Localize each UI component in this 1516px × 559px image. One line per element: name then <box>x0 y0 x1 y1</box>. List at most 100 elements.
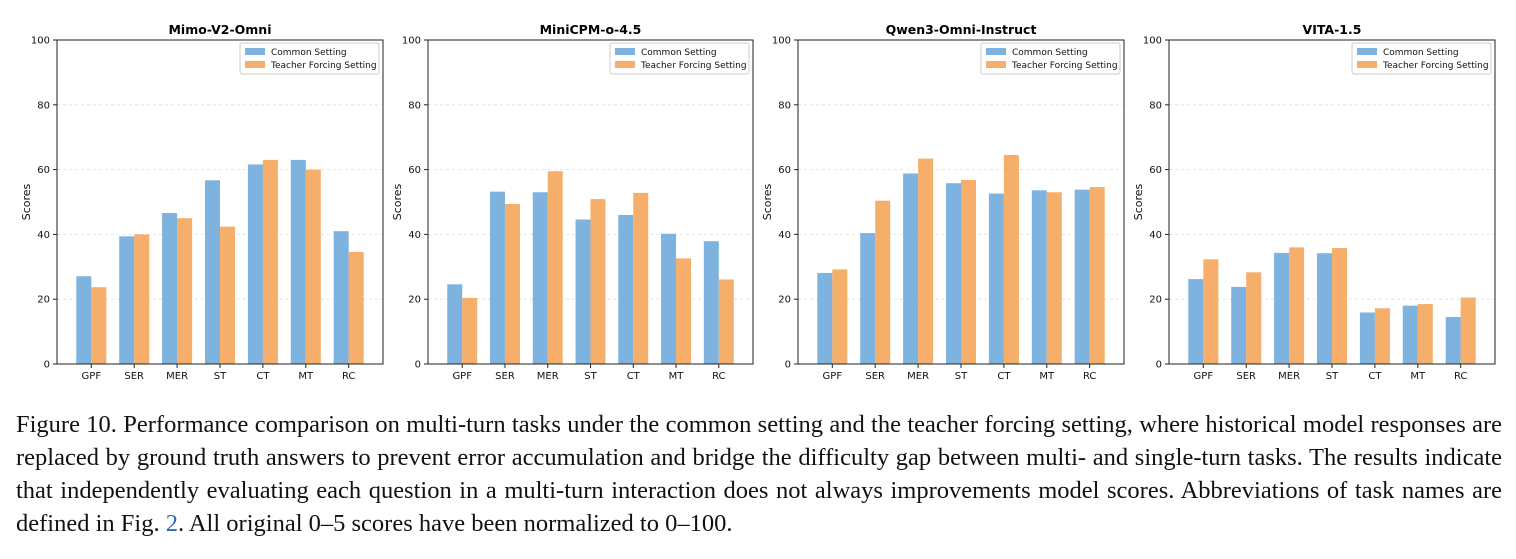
y-tick-label: 100 <box>31 36 50 47</box>
y-tick-label: 40 <box>37 230 50 241</box>
figure-reference-link[interactable]: 2 <box>165 510 178 537</box>
bar <box>590 199 606 364</box>
x-tick-label: MT <box>1410 371 1426 382</box>
bar <box>290 159 306 364</box>
bar <box>1031 190 1047 364</box>
y-tick-label: 100 <box>1143 36 1162 47</box>
y-tick-label: 20 <box>408 295 421 306</box>
bar <box>1003 155 1019 364</box>
y-tick-label: 60 <box>408 165 421 176</box>
y-tick-label: 100 <box>772 36 791 47</box>
legend-label: Teacher Forcing Setting <box>640 61 747 71</box>
y-tick-label: 20 <box>778 295 791 306</box>
bar <box>1274 252 1290 364</box>
x-tick-label: CT <box>1368 371 1382 382</box>
bar <box>76 276 92 364</box>
y-tick-label: 0 <box>1156 360 1162 371</box>
x-tick-label: ST <box>1326 371 1339 382</box>
legend-label: Teacher Forcing Setting <box>1382 61 1489 71</box>
bar <box>633 192 649 364</box>
y-tick-label: 80 <box>778 100 791 111</box>
legend-swatch <box>1357 48 1377 55</box>
x-tick-label: CT <box>627 371 641 382</box>
y-tick-label: 80 <box>1149 100 1162 111</box>
bar <box>220 226 236 364</box>
bar <box>247 164 263 364</box>
bar <box>676 258 691 364</box>
x-tick-label: CT <box>997 371 1011 382</box>
bar <box>504 203 520 364</box>
y-tick-label: 60 <box>37 165 50 176</box>
legend-label: Common Setting <box>641 48 717 58</box>
bar <box>348 251 364 364</box>
x-tick-label: MER <box>907 371 929 382</box>
bar <box>918 158 934 364</box>
figure-charts: 0 20 40 60 80 100 GPF SER MER ST CT MT RC Mimo-V2-Omn… <box>20 22 1496 382</box>
y-tick-label: 60 <box>778 165 791 176</box>
bar <box>532 192 548 364</box>
legend-box <box>239 42 380 75</box>
bar <box>1231 286 1247 364</box>
bar <box>134 234 150 364</box>
y-tick-label: 40 <box>778 230 791 241</box>
bar <box>447 284 463 364</box>
bar <box>333 231 349 364</box>
x-tick-label: MER <box>537 371 559 382</box>
y-tick-label: 100 <box>402 36 421 47</box>
bar <box>490 191 505 364</box>
legend-label: Teacher Forcing Setting <box>270 61 377 71</box>
legend-box <box>609 42 750 75</box>
bar <box>575 219 591 364</box>
bar <box>1074 189 1090 364</box>
x-tick-label: RC <box>342 371 355 382</box>
chart-title: Mimo-V2-Omni <box>168 22 271 37</box>
x-tick-label: ST <box>214 371 227 382</box>
bar <box>988 193 1004 364</box>
chart-panel: 0 20 40 60 80 100 GPF SER MER ST CT MT RC Mimo-V2-Omn… <box>20 22 384 382</box>
y-tick-label: 80 <box>37 100 50 111</box>
x-tick-label: MER <box>1278 371 1300 382</box>
y-axis-label: Scores <box>391 183 404 220</box>
bar <box>1417 304 1433 364</box>
legend-label: Common Setting <box>1383 48 1459 58</box>
y-tick-label: 40 <box>408 230 421 241</box>
x-tick-label: RC <box>712 371 725 382</box>
bar <box>832 269 848 364</box>
bar <box>547 171 563 364</box>
chart-panel: 0 20 40 60 80 100 GPF SER MER ST CT MT RC VITA-1.5 Sco… <box>1132 22 1496 382</box>
x-tick-label: MT <box>1039 371 1055 382</box>
bar <box>1445 317 1461 364</box>
x-tick-label: SER <box>124 371 144 382</box>
bar <box>1460 297 1476 364</box>
x-tick-label: ST <box>584 371 597 382</box>
legend-swatch <box>986 48 1006 55</box>
bar <box>462 297 478 364</box>
bar <box>1402 305 1418 364</box>
legend-swatch <box>615 48 635 55</box>
x-tick-label: RC <box>1083 371 1096 382</box>
bar <box>961 179 977 364</box>
legend-swatch <box>245 48 265 55</box>
bar <box>1332 248 1348 364</box>
bar <box>817 272 833 364</box>
chart-title: Qwen3-Omni-Instruct <box>886 22 1037 37</box>
legend-label: Teacher Forcing Setting <box>1011 61 1118 71</box>
chart-title: VITA-1.5 <box>1303 22 1362 37</box>
y-tick-label: 80 <box>408 100 421 111</box>
figure-caption: Figure 10. Performance comparison on mul… <box>16 408 1502 540</box>
x-tick-label: GPF <box>1194 371 1214 382</box>
bar <box>177 218 193 364</box>
bar <box>860 233 876 364</box>
bar <box>1089 187 1105 364</box>
y-tick-label: 0 <box>785 360 791 371</box>
x-tick-label: MT <box>669 371 685 382</box>
bar <box>718 279 734 364</box>
chart-panel: 0 20 40 60 80 100 GPF SER MER ST CT MT RC MiniCPM-o-4… <box>391 22 754 382</box>
bar <box>703 241 719 364</box>
legend-box <box>1351 42 1492 75</box>
y-axis-label: Scores <box>761 183 774 220</box>
legend-swatch <box>986 61 1006 68</box>
bar <box>91 287 107 364</box>
bar <box>1246 272 1262 364</box>
bar <box>1316 253 1332 364</box>
